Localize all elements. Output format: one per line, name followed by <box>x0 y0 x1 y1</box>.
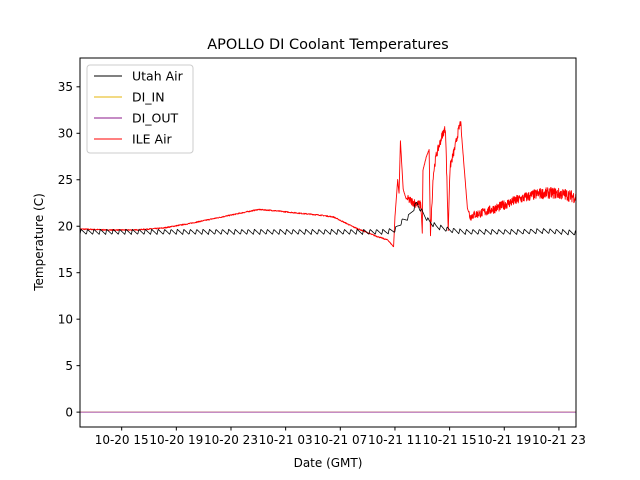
y-axis-label: Temperature (C) <box>32 193 46 292</box>
x-tick-label: 10-20 19 <box>149 433 203 447</box>
x-tick-label: 10-21 03 <box>259 433 313 447</box>
legend-frame <box>86 64 194 154</box>
x-tick-label: 10-21 19 <box>477 433 531 447</box>
y-tick-label: 0 <box>65 405 73 419</box>
y-tick-label: 5 <box>65 359 73 373</box>
legend-label: DI_OUT <box>132 111 179 126</box>
x-tick-label: 10-20 23 <box>204 433 258 447</box>
x-axis-label: Date (GMT) <box>294 456 363 470</box>
chart-title: APOLLO DI Coolant Temperatures <box>207 37 448 53</box>
y-tick-label: 35 <box>58 80 73 94</box>
legend-label: DI_IN <box>132 90 165 105</box>
x-tick-label: 10-21 23 <box>532 433 586 447</box>
x-tick-label: 10-20 15 <box>95 433 149 447</box>
y-tick-label: 25 <box>58 173 73 187</box>
y-tick-label: 20 <box>58 220 73 234</box>
axes-frame <box>79 57 577 428</box>
y-axis: 0 5 10 15 20 25 30 35 <box>58 80 80 419</box>
x-tick-label: 10-21 15 <box>423 433 477 447</box>
legend-label: Utah Air <box>132 69 184 84</box>
y-tick-label: 15 <box>58 266 73 280</box>
series-line-ile-air <box>80 121 576 248</box>
legend-label: ILE Air <box>132 132 173 147</box>
legend: Utah Air DI_IN DI_OUT ILE Air <box>86 64 194 154</box>
x-tick-label: 10-21 11 <box>368 433 422 447</box>
x-axis: 10-20 15 10-20 19 10-20 23 10-21 03 10-21 07… <box>95 427 586 447</box>
y-tick-label: 30 <box>58 127 73 141</box>
y-tick-label: 10 <box>58 312 73 326</box>
series-line-utah-air <box>80 201 576 236</box>
x-tick-label: 10-21 07 <box>313 433 367 447</box>
series-layer <box>80 121 576 413</box>
